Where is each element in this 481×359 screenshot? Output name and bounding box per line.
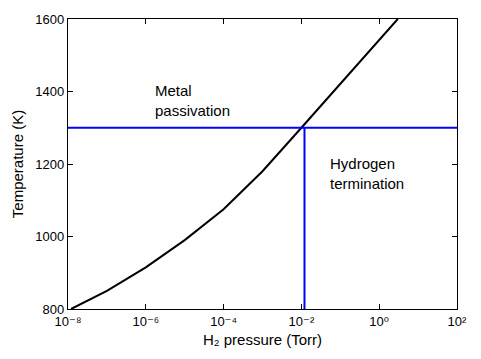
svg-text:10⁻⁶: 10⁻⁶ — [132, 314, 159, 329]
svg-text:Metalpassivation: Metalpassivation — [155, 82, 230, 119]
svg-text:800: 800 — [42, 302, 64, 317]
svg-text:1400: 1400 — [35, 84, 64, 99]
svg-text:1000: 1000 — [35, 229, 64, 244]
svg-text:1600: 1600 — [35, 12, 64, 27]
svg-text:H₂ pressure (Torr): H₂ pressure (Torr) — [203, 331, 322, 348]
svg-text:10⁻²: 10⁻² — [289, 314, 315, 329]
svg-text:Temperature (K): Temperature (K) — [9, 110, 26, 218]
svg-text:10⁰: 10⁰ — [369, 314, 389, 329]
svg-text:10²: 10² — [448, 314, 467, 329]
svg-text:10⁻⁴: 10⁻⁴ — [210, 314, 237, 329]
svg-text:Hydrogentermination: Hydrogentermination — [330, 155, 404, 192]
svg-text:10⁻⁸: 10⁻⁸ — [55, 314, 82, 329]
svg-text:1200: 1200 — [35, 157, 64, 172]
